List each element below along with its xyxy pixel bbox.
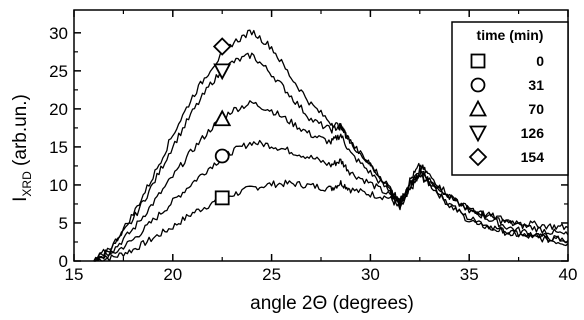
legend-label-126: 126 [521, 125, 545, 141]
series-line-126 [93, 52, 569, 262]
legend-label-70: 70 [528, 101, 544, 117]
x-tick-label: 40 [559, 265, 578, 284]
series-marker-126 [213, 63, 232, 81]
y-tick-label: 15 [49, 138, 68, 157]
series-line-154 [93, 29, 569, 262]
legend-label-31: 31 [528, 77, 544, 93]
series-line-70 [93, 100, 569, 262]
series-marker-154 [212, 37, 232, 56]
x-tick-label: 30 [361, 265, 380, 284]
legend-marker-126 [468, 125, 488, 143]
y-tick-label: 5 [59, 214, 68, 233]
series-marker-0 [214, 190, 230, 206]
x-tick-label: 35 [460, 265, 479, 284]
legend-label-0: 0 [536, 53, 544, 69]
y-axis-title-rest: (arb.un.) [10, 94, 31, 171]
legend-label-154: 154 [521, 149, 545, 165]
x-axis-title: angle 2Θ (degrees) [250, 293, 414, 314]
y-tick-label: 30 [49, 24, 68, 43]
plot-area [73, 9, 569, 262]
y-tick-label: 20 [49, 100, 68, 119]
y-tick-label: 0 [59, 252, 68, 271]
legend-marker-31 [470, 77, 486, 93]
legend-box [451, 21, 569, 176]
legend: time (min) 0 31 70 126 154 [451, 21, 569, 176]
x-tick-label: 25 [262, 265, 281, 284]
series-line-0 [93, 174, 569, 262]
y-tick-label: 25 [49, 62, 68, 81]
series-marker-70 [213, 109, 232, 127]
series-marker-31 [214, 148, 230, 164]
y-axis-title-subscript: XRD [20, 171, 34, 197]
legend-marker-154 [468, 147, 488, 167]
legend-marker-70 [468, 99, 488, 117]
x-tick-label: 20 [163, 265, 182, 284]
x-axis: 15 20 25 30 35 40 [65, 10, 578, 284]
x-tick-label: 15 [65, 265, 84, 284]
y-axis-title: IXRD (arb.un.) [10, 94, 34, 202]
series-line-31 [93, 139, 569, 262]
y-tick-label: 10 [49, 176, 68, 195]
legend-title: time (min) [477, 27, 544, 43]
legend-marker-0 [470, 53, 486, 69]
y-axis-title-main: I [10, 197, 31, 202]
